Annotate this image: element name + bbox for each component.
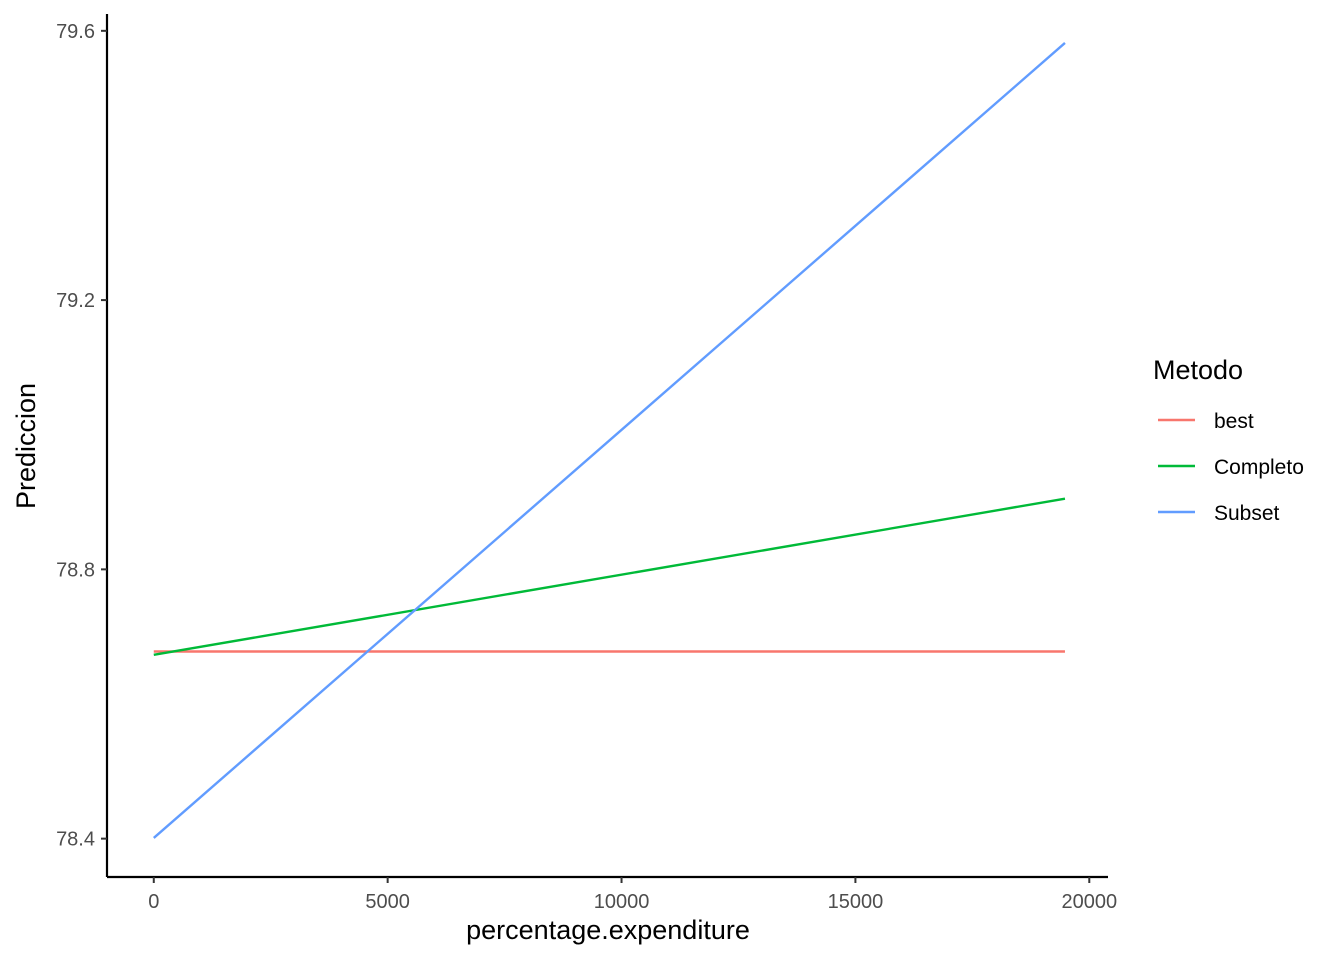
legend-keys: best Completo Subset	[1158, 410, 1304, 525]
x-axis: 0 5000 10000 15000 20000	[107, 875, 1117, 913]
legend: Metodo best Completo Subset	[1153, 355, 1304, 525]
x-tick-label: 20000	[1061, 891, 1117, 913]
x-axis-title: percentage.expenditure	[466, 915, 750, 945]
y-axis: 78.4 78.8 79.2 79.6	[56, 14, 109, 877]
y-tick-label: 78.4	[56, 829, 95, 851]
x-tick-label: 15000	[828, 891, 884, 913]
y-axis-title: Prediccion	[11, 383, 41, 509]
x-tick-label: 10000	[594, 891, 650, 913]
y-tick-label: 79.6	[56, 21, 95, 43]
plot-lines	[152, 42, 1066, 839]
y-tick-label: 79.2	[56, 290, 95, 312]
legend-label-subset: Subset	[1214, 502, 1280, 525]
x-tick-label: 0	[148, 891, 159, 913]
legend-label-best: best	[1214, 410, 1254, 433]
x-tick-label: 5000	[365, 891, 410, 913]
series-line-subset	[152, 42, 1066, 839]
series-line-completo	[153, 497, 1066, 657]
legend-title: Metodo	[1153, 355, 1243, 385]
legend-label-completo: Completo	[1214, 456, 1304, 479]
y-tick-label: 78.8	[56, 559, 95, 581]
